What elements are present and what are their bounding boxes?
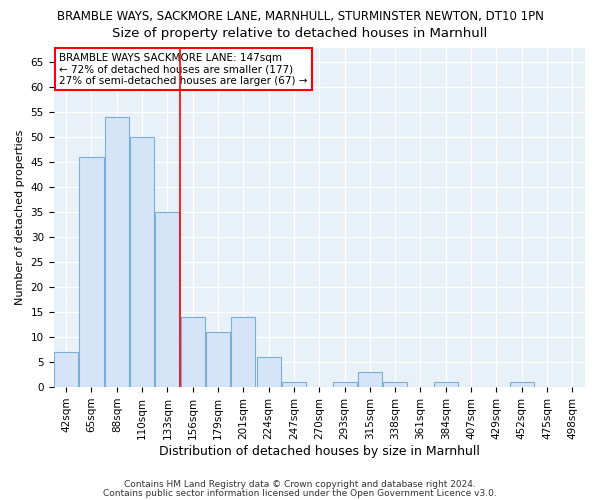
Text: BRAMBLE WAYS SACKMORE LANE: 147sqm
← 72% of detached houses are smaller (177)
27: BRAMBLE WAYS SACKMORE LANE: 147sqm ← 72%… [59, 52, 307, 86]
Bar [434, 382, 458, 387]
Bar [79, 158, 104, 387]
Bar [130, 138, 154, 387]
Bar [54, 352, 78, 387]
Bar [206, 332, 230, 387]
Bar [181, 317, 205, 387]
Text: Size of property relative to detached houses in Marnhull: Size of property relative to detached ho… [112, 28, 488, 40]
Bar [232, 317, 256, 387]
Text: Contains public sector information licensed under the Open Government Licence v3: Contains public sector information licen… [103, 488, 497, 498]
Bar [155, 212, 179, 387]
Bar [383, 382, 407, 387]
Y-axis label: Number of detached properties: Number of detached properties [15, 130, 25, 305]
Bar [282, 382, 306, 387]
Text: Contains HM Land Registry data © Crown copyright and database right 2024.: Contains HM Land Registry data © Crown c… [124, 480, 476, 489]
Bar [358, 372, 382, 387]
Bar [510, 382, 534, 387]
X-axis label: Distribution of detached houses by size in Marnhull: Distribution of detached houses by size … [159, 444, 480, 458]
Text: BRAMBLE WAYS, SACKMORE LANE, MARNHULL, STURMINSTER NEWTON, DT10 1PN: BRAMBLE WAYS, SACKMORE LANE, MARNHULL, S… [56, 10, 544, 23]
Bar [105, 118, 129, 387]
Bar [332, 382, 356, 387]
Bar [257, 357, 281, 387]
